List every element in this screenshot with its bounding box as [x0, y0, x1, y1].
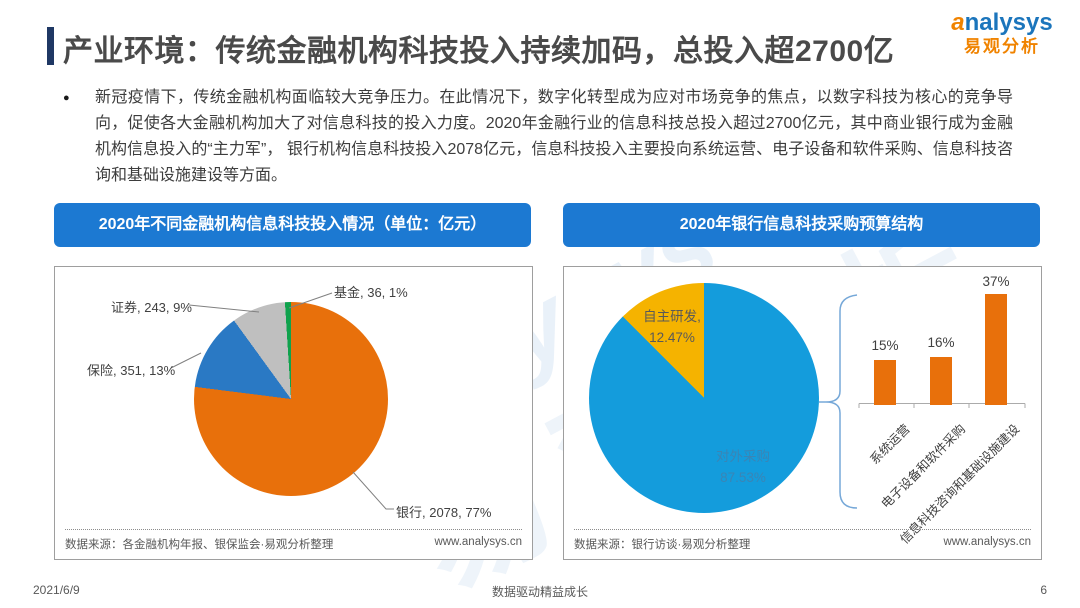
left-site-text: www.analysys.cn — [434, 536, 522, 548]
right-chart-panel: 自主研发, 12.47% 对外采购 87.53% 15% 16% 37% 系统运… — [563, 266, 1042, 560]
right-source-text: 数据来源：银行访谈·易观分析整理 — [574, 539, 751, 551]
bullet-icon: ● — [63, 92, 70, 104]
page-title: 产业环境：传统金融机构科技投入持续加码，总投入超2700亿 — [63, 35, 895, 68]
left-chart-panel: 基金, 36, 1% 证券, 243, 9% 保险, 351, 13% 银行, … — [54, 266, 533, 560]
bar-value-2: 16% — [927, 335, 955, 350]
right-source-row: 数据来源：银行访谈·易观分析整理 www.analysys.cn — [574, 529, 1031, 552]
pie-chart-procurement — [589, 283, 819, 513]
label-inhouse-line1: 自主研发, — [643, 309, 701, 324]
bar-system-operation — [874, 360, 896, 405]
label-external-procurement: 对外采购 87.53% — [698, 446, 788, 488]
left-source-row: 数据来源：各金融机构年报、银保监会·易观分析整理 www.analysys.cn — [65, 529, 522, 552]
logo-brand: analysys — [942, 9, 1062, 36]
right-site-text: www.analysys.cn — [943, 536, 1031, 548]
callout-fund: 基金, 36, 1% — [334, 285, 408, 300]
title-accent-bar — [47, 27, 54, 65]
bar-consulting-infrastructure — [985, 294, 1007, 405]
label-external-line1: 对外采购 — [716, 449, 770, 464]
logo-swirl-a: a — [951, 9, 965, 36]
footer-page-number: 6 — [1040, 583, 1047, 597]
label-inhouse-rnd: 自主研发, 12.47% — [627, 306, 717, 348]
callout-securities: 证券, 243, 9% — [111, 300, 192, 315]
bar-equipment-software — [930, 357, 952, 405]
analysys-logo: analysys 易观分析 — [942, 9, 1062, 57]
label-inhouse-line2: 12.47% — [649, 330, 695, 345]
bar-value-1: 15% — [871, 338, 899, 353]
bar-value-3: 37% — [982, 274, 1010, 289]
pie-chart-institutions — [194, 302, 388, 496]
logo-brand-cn: 易观分析 — [964, 37, 1040, 57]
intro-paragraph: 新冠疫情下，传统金融机构面临较大竞争压力。在此情况下，数字化转型成为应对市场竞争… — [95, 89, 1013, 184]
left-chart-title-bar: 2020年不同金融机构信息科技投入情况（单位：亿元） — [54, 203, 531, 247]
left-source-text: 数据来源：各金融机构年报、银保监会·易观分析整理 — [65, 539, 334, 551]
right-chart-title-bar: 2020年银行信息科技采购预算结构 — [563, 203, 1040, 247]
callout-bank: 银行, 2078, 77% — [396, 505, 492, 520]
bar-category-1: 系统运营 — [867, 421, 913, 468]
footer-date: 2021/6/9 — [33, 583, 80, 597]
label-external-line2: 87.53% — [720, 470, 766, 485]
callout-insurance: 保险, 351, 13% — [87, 363, 176, 378]
logo-brand-rest: nalysys — [964, 9, 1053, 36]
footer-slogan: 数据驱动精益成长 — [491, 585, 588, 599]
